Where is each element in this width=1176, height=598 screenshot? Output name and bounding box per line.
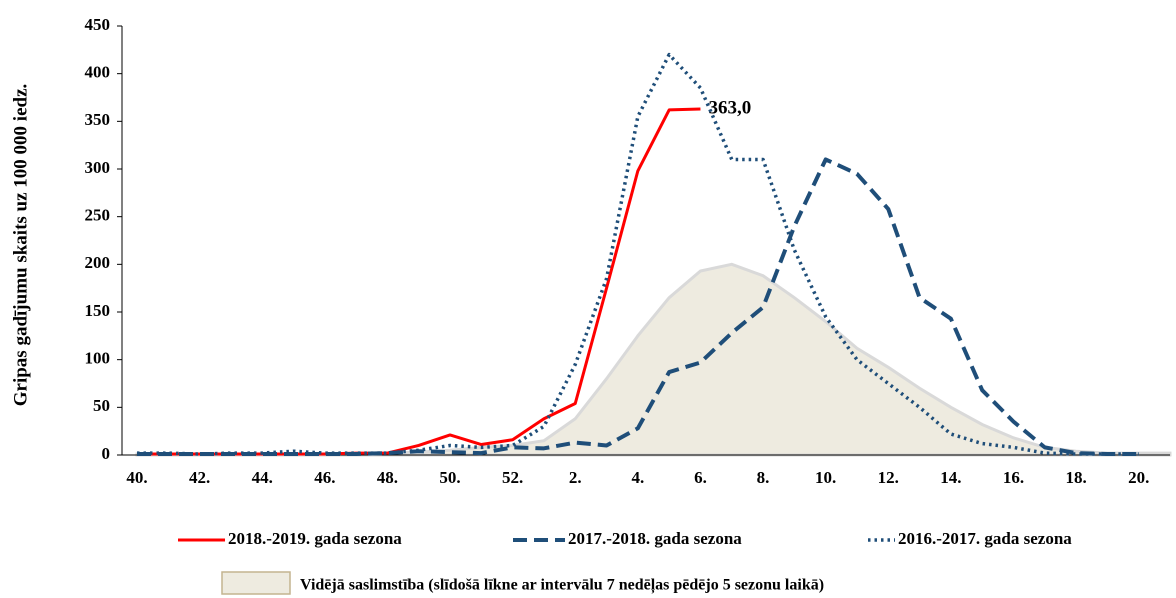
x-tick-label: 44. xyxy=(252,468,273,487)
x-tick-label: 2. xyxy=(569,468,582,487)
legend-label: 2017.-2018. gada sezona xyxy=(568,529,742,548)
x-tick-label: 10. xyxy=(815,468,836,487)
y-axis-label: Gripas gadījumu skaits uz 100 000 iedz. xyxy=(10,84,31,407)
legend-label: 2018.-2019. gada sezona xyxy=(228,529,402,548)
y-tick-label: 400 xyxy=(85,63,111,82)
x-tick-label: 48. xyxy=(377,468,398,487)
x-tick-label: 16. xyxy=(1003,468,1024,487)
y-tick-label: 150 xyxy=(85,301,111,320)
y-tick-label: 200 xyxy=(85,253,111,272)
y-tick-label: 0 xyxy=(102,444,111,463)
line xyxy=(137,52,1139,456)
x-tick-label: 50. xyxy=(439,468,460,487)
x-tick-label: 14. xyxy=(940,468,961,487)
x-tick-label: 42. xyxy=(189,468,210,487)
line xyxy=(137,157,1139,457)
x-tick-label: 18. xyxy=(1065,468,1086,487)
y-tick-label: 250 xyxy=(85,206,111,225)
data-label: 363,0 xyxy=(708,97,751,118)
x-tick-label: 6. xyxy=(694,468,707,487)
y-tick-label: 450 xyxy=(85,15,111,34)
x-tick-label: 46. xyxy=(314,468,335,487)
legend-swatch xyxy=(221,571,291,595)
x-tick-label: 8. xyxy=(757,468,770,487)
legend-label: 2016.-2017. gada sezona xyxy=(898,529,1072,548)
legend-label: Vidējā saslimstība (slīdošā līkne ar int… xyxy=(300,577,824,595)
x-tick-label: 52. xyxy=(502,468,523,487)
x-tick-label: 20. xyxy=(1128,468,1149,487)
y-tick-label: 300 xyxy=(85,158,111,177)
x-tick-label: 40. xyxy=(126,468,147,487)
y-tick-label: 50 xyxy=(93,396,110,415)
x-tick-label: 12. xyxy=(878,468,899,487)
y-tick-label: 100 xyxy=(85,349,111,368)
y-tick-label: 350 xyxy=(85,110,111,129)
x-tick-label: 4. xyxy=(631,468,644,487)
area xyxy=(135,262,1172,457)
